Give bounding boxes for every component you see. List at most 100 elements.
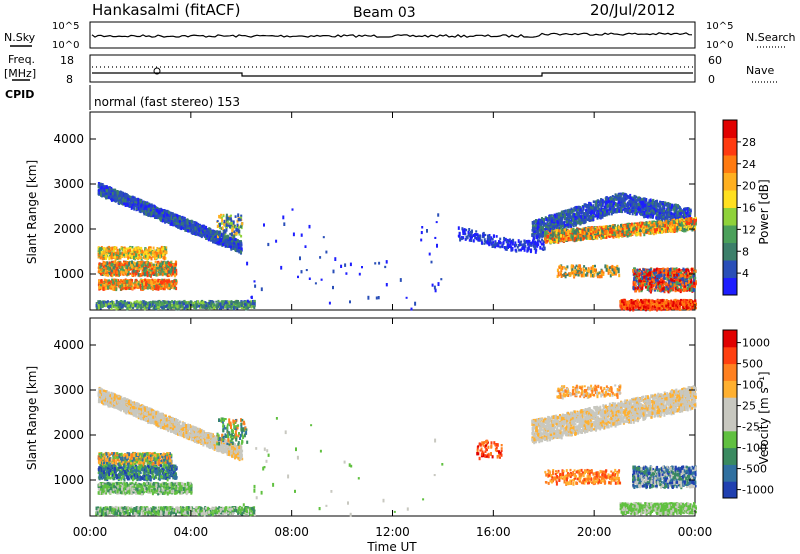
power-echo (155, 302, 158, 306)
power-echo (210, 303, 212, 308)
cpid-text: normal (fast stereo) 153 (94, 95, 240, 109)
power-echo (280, 265, 283, 270)
power-echo (132, 255, 135, 260)
power-echo (139, 255, 142, 260)
power-echo (113, 260, 116, 265)
power-echo (506, 243, 509, 247)
power-echo (125, 280, 128, 284)
power-echo (148, 255, 151, 259)
power-echo (129, 246, 132, 251)
power-echo (131, 273, 134, 277)
power-echo (213, 235, 216, 239)
power-echo (114, 251, 117, 256)
power-echo (476, 233, 479, 237)
power-echo (229, 243, 232, 248)
power-echo (99, 255, 102, 260)
power-echo (150, 280, 153, 284)
power-echo (165, 269, 168, 274)
power-echo (119, 196, 122, 200)
power-echo (126, 261, 128, 264)
power-echo (220, 305, 222, 310)
power-echo (119, 272, 122, 276)
power-echo (138, 273, 141, 278)
power-echo (122, 279, 125, 283)
power-echo (508, 238, 511, 241)
power-echo (246, 261, 249, 266)
power-echo (160, 265, 163, 269)
power-echo (240, 225, 242, 229)
power-echo (118, 271, 121, 274)
power-echo (137, 207, 140, 210)
power-echo (161, 218, 164, 223)
power-echo (100, 247, 103, 251)
power-echo (163, 300, 166, 305)
power-echo (146, 284, 149, 289)
power-echo (525, 240, 528, 243)
power-echo (149, 273, 152, 278)
power-echo (168, 279, 171, 283)
power-echo (140, 203, 143, 207)
power-echo (499, 245, 502, 249)
power-echo (173, 273, 176, 278)
power-echo (135, 278, 138, 282)
power-echo (114, 246, 117, 250)
power-echo (176, 305, 179, 309)
power-echo (124, 198, 127, 203)
power-echo (520, 240, 523, 243)
power-echo (541, 247, 544, 251)
power-echo (124, 247, 127, 252)
power-echo (160, 301, 163, 305)
power-echo (236, 239, 239, 242)
power-echo (151, 267, 154, 271)
power-echo (440, 278, 443, 281)
power-echo (137, 286, 140, 289)
power-echo (235, 247, 237, 250)
power-echo (156, 269, 159, 272)
power-echo (111, 265, 114, 269)
power-echo (123, 249, 126, 254)
power-echo (108, 256, 111, 261)
power-echo (104, 267, 107, 271)
power-echo (155, 208, 158, 212)
power-echo (146, 257, 149, 261)
power-echo (131, 255, 133, 259)
power-echo (166, 302, 169, 305)
power-echo (213, 233, 215, 237)
power-echo (458, 235, 461, 238)
power-echo (224, 241, 227, 246)
power-echo (170, 263, 173, 267)
power-echo (180, 217, 183, 221)
power-echo (166, 273, 169, 278)
power-echo (253, 306, 256, 309)
power-echo (97, 182, 100, 185)
power-echo (173, 268, 176, 271)
power-echo (126, 283, 129, 287)
power-echo (484, 240, 487, 244)
power-echo (142, 253, 145, 257)
power-echo (137, 198, 140, 202)
power-echo (137, 201, 140, 205)
power-echo (160, 262, 163, 267)
power-echo (100, 268, 103, 271)
power-echo (308, 224, 311, 229)
power-echo (505, 247, 508, 251)
power-echo (136, 207, 139, 211)
power-echo (165, 219, 168, 223)
power-echo (129, 204, 132, 208)
power-echo (155, 252, 158, 256)
power-echo (218, 240, 220, 245)
power-echo (209, 230, 212, 234)
power-echo (157, 273, 160, 276)
power-echo (129, 272, 132, 275)
power-echo (144, 212, 147, 215)
power-echo (234, 248, 237, 251)
power-echo (314, 282, 317, 285)
power-echo (125, 262, 128, 265)
power-echo (158, 264, 161, 268)
power-echo (98, 286, 101, 290)
power-echo (163, 256, 166, 261)
power-echo (103, 262, 106, 265)
power-echo (107, 251, 110, 254)
power-echo (125, 193, 128, 197)
